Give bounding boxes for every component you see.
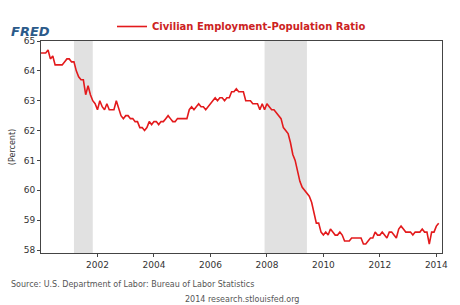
- svg-text:58: 58: [24, 245, 36, 255]
- svg-text:2014 research.stlouisfed.org: 2014 research.stlouisfed.org: [185, 295, 299, 304]
- svg-text:2008: 2008: [255, 260, 278, 270]
- svg-text:65: 65: [24, 36, 35, 46]
- svg-text:2010: 2010: [312, 260, 335, 270]
- svg-text:(Percent): (Percent): [8, 129, 17, 165]
- svg-text:62: 62: [24, 126, 35, 136]
- svg-text:59: 59: [24, 215, 36, 225]
- svg-text:Source: U.S. Department of Lab: Source: U.S. Department of Labor: Bureau…: [11, 280, 254, 289]
- svg-text:64: 64: [24, 66, 36, 76]
- svg-text:2012: 2012: [368, 260, 391, 270]
- svg-text:63: 63: [24, 96, 35, 106]
- svg-text:FRED: FRED: [11, 24, 50, 39]
- svg-text:60: 60: [24, 185, 36, 195]
- svg-text:2004: 2004: [143, 260, 166, 270]
- svg-text:2014: 2014: [425, 260, 448, 270]
- svg-text:2002: 2002: [86, 260, 109, 270]
- svg-text:2006: 2006: [199, 260, 222, 270]
- svg-text:61: 61: [24, 156, 35, 166]
- svg-text:Civilian Employment-Population: Civilian Employment-Population Ratio: [152, 21, 365, 32]
